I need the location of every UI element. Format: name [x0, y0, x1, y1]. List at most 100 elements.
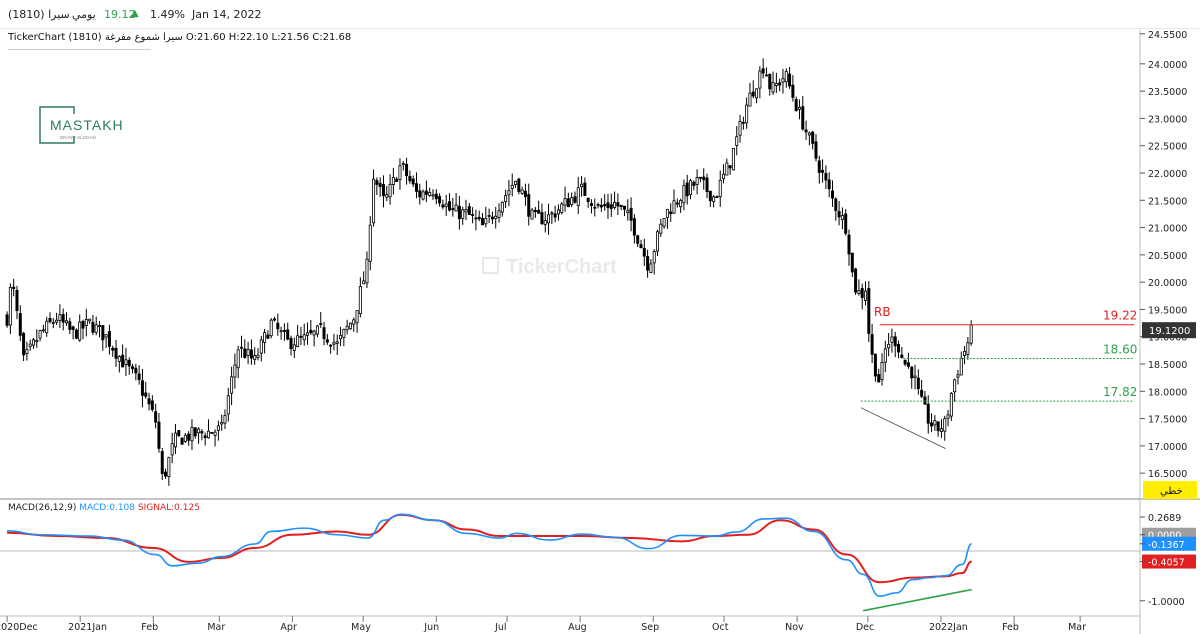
candle	[943, 415, 947, 441]
candle-body-down	[794, 99, 798, 112]
chart-type-badge[interactable]: خطي	[1143, 481, 1197, 499]
symbol-name[interactable]: (1810) سيرا	[8, 8, 70, 21]
candle	[94, 316, 98, 336]
candle-body-down	[5, 314, 9, 326]
candle-body-up	[38, 330, 42, 339]
candle-body-down	[930, 422, 934, 427]
candle-body-down	[131, 366, 135, 369]
last-price-badge-text: 19.1200	[1149, 326, 1190, 337]
candle	[15, 285, 19, 320]
candle-body-down	[586, 197, 590, 203]
candle-body-up	[807, 132, 811, 136]
candle	[41, 324, 45, 333]
candle-body-up	[279, 330, 283, 333]
candle-body-up	[933, 420, 937, 426]
candle-body-down	[814, 141, 818, 159]
candle-body-up	[8, 286, 12, 326]
candle	[302, 323, 306, 346]
time-tick-label: Mar	[207, 622, 225, 633]
candle	[167, 456, 171, 486]
candle	[563, 186, 567, 212]
candle-body-up	[25, 348, 29, 354]
candle-body-down	[609, 204, 613, 209]
candle-body-up	[510, 184, 514, 189]
candle	[375, 177, 379, 196]
period-label[interactable]: يومي	[72, 8, 96, 21]
candle	[880, 353, 884, 386]
candle-body-down	[728, 165, 732, 169]
candle-body-up	[28, 343, 32, 348]
candle	[372, 169, 376, 227]
candle-body-down	[160, 451, 164, 474]
candle-body-down	[322, 327, 326, 340]
candle	[134, 363, 138, 381]
candle	[959, 351, 963, 376]
candle	[530, 207, 534, 220]
chart-type-badge-bg[interactable]	[1143, 481, 1197, 499]
candle-body-up	[784, 71, 788, 83]
candle-body-up	[963, 350, 967, 357]
candle-body-up	[51, 321, 55, 324]
candle	[447, 193, 451, 212]
candle	[31, 337, 35, 349]
candle-body-down	[900, 354, 904, 358]
candle	[461, 206, 465, 225]
candle	[761, 58, 765, 79]
candle-body-up	[887, 343, 891, 349]
symbol-header: (1810) سيرا يومي 19.12 ▲ 1.49% Jan 14, 2…	[0, 0, 1200, 29]
candle	[236, 345, 240, 379]
candle-body-down	[583, 182, 587, 196]
candle	[523, 183, 527, 206]
candle	[556, 204, 560, 221]
candle	[223, 409, 227, 429]
candle	[38, 329, 42, 342]
candle-body-down	[424, 190, 428, 195]
candle-body-up	[969, 324, 973, 344]
candle-body-up	[883, 348, 887, 363]
candle-body-down	[381, 184, 385, 197]
chart-type-label[interactable]: خطي	[1160, 486, 1183, 497]
candle	[269, 318, 273, 339]
candle-body-down	[893, 336, 897, 347]
candle-body-up	[461, 209, 465, 219]
candle-body-down	[692, 181, 696, 186]
macd-legend-macd: MACD:0.108	[79, 503, 136, 513]
candle	[48, 312, 52, 324]
candle	[685, 174, 689, 205]
candle-body-up	[725, 162, 729, 176]
candle	[930, 413, 934, 432]
candle	[249, 339, 253, 365]
candle	[801, 96, 805, 131]
candle-body-up	[246, 349, 250, 357]
candle	[45, 316, 49, 337]
candle	[745, 97, 749, 129]
candle	[246, 341, 250, 365]
candle	[679, 198, 683, 213]
time-tick-label: Feb	[1002, 622, 1019, 633]
candle-body-down	[395, 178, 399, 183]
candle-body-down	[418, 190, 422, 198]
candle-body-down	[566, 198, 570, 208]
rb-annotation: RB	[874, 305, 891, 319]
candle-body-up	[45, 320, 49, 334]
macd-line	[7, 513, 973, 597]
candle-body-down	[527, 194, 531, 217]
candle	[576, 176, 580, 215]
candle	[127, 357, 131, 375]
macd-legend-name: MACD(26,12,9)	[8, 503, 77, 513]
candle	[669, 203, 673, 222]
candle-body-up	[712, 196, 716, 202]
candle-body-up	[880, 362, 884, 380]
candle	[768, 73, 772, 96]
candle	[626, 199, 630, 221]
candle-body-down	[471, 214, 475, 216]
candle-body-down	[873, 353, 877, 377]
candle	[570, 192, 574, 208]
candle	[424, 180, 428, 203]
candle	[183, 432, 187, 444]
candle-body-down	[622, 205, 626, 210]
candle	[131, 363, 135, 374]
candle	[540, 203, 544, 225]
candle	[517, 177, 521, 195]
